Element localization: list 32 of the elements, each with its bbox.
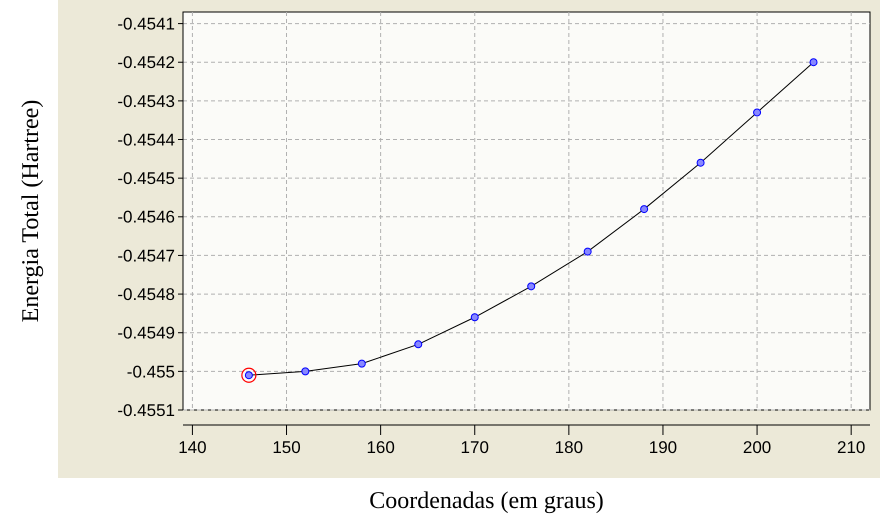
point — [470, 313, 479, 322]
y-tick-label: -0.4542 — [117, 53, 175, 72]
point — [527, 282, 536, 290]
y-tick-label: -0.4543 — [117, 92, 175, 111]
x-axis-title: Coordenadas (em graus) — [369, 488, 604, 514]
point — [301, 367, 310, 376]
y-tick-label: -0.455 — [126, 362, 175, 382]
y-tick-label: -0.4549 — [117, 324, 175, 343]
x-tick-label: 140 — [178, 438, 207, 457]
y-tick-label: -0.4547 — [117, 246, 175, 266]
point — [810, 58, 818, 66]
point — [696, 158, 705, 167]
x-tick-label: 210 — [836, 438, 866, 457]
y-tick-label: -0.4544 — [117, 130, 175, 150]
y-tick-label: -0.4546 — [117, 208, 175, 227]
point — [753, 108, 762, 116]
x-tick-label: 160 — [366, 438, 395, 457]
x-tick-label: 150 — [272, 438, 301, 457]
y-tick-label: -0.4551 — [117, 400, 175, 420]
y-tick-label: -0.4545 — [117, 169, 175, 188]
y-tick-label: -0.4541 — [117, 14, 175, 34]
x-tick-label: 190 — [648, 438, 678, 457]
y-tick-label: -0.4548 — [117, 285, 175, 304]
point — [414, 340, 422, 348]
x-tick-label: 180 — [554, 438, 584, 457]
x-tick-label: 170 — [460, 438, 489, 457]
point — [241, 368, 256, 383]
point — [640, 205, 648, 214]
y-axis-title: Energia Total (Hartree) — [18, 100, 44, 322]
point — [358, 360, 366, 368]
point — [584, 248, 592, 256]
x-tick-label: 200 — [742, 438, 772, 457]
